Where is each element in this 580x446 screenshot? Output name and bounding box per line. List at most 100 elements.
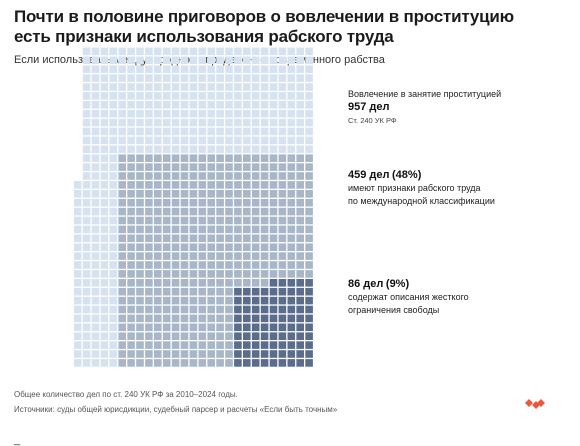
waffle-cell-slavery — [234, 270, 242, 278]
waffle-cell — [73, 207, 82, 216]
waffle-cell — [260, 109, 269, 118]
waffle-cell-slavery — [127, 234, 135, 243]
waffle-cell-slavery — [225, 172, 233, 180]
waffle-cell — [171, 127, 180, 136]
waffle-cell-slavery — [198, 261, 207, 269]
waffle-cell-slavery — [180, 261, 189, 269]
waffle-cell-slavery — [136, 172, 144, 180]
waffle-cell-slavery — [118, 287, 126, 296]
waffle-cell-slavery — [207, 296, 215, 305]
waffle-cell — [91, 287, 100, 296]
waffle-cell-slavery — [225, 234, 233, 243]
waffle-cell-slavery — [127, 323, 135, 332]
waffle-cell-slavery — [180, 341, 189, 349]
waffle-cell — [243, 74, 251, 82]
waffle-cell — [82, 332, 91, 340]
waffle-cell-slavery — [136, 341, 144, 349]
waffle-cell-slavery — [243, 216, 251, 225]
waffle-cell — [100, 261, 109, 269]
waffle-cell-restraint — [234, 350, 242, 358]
waffle-cell — [216, 101, 224, 109]
waffle-cell-slavery — [234, 261, 242, 269]
waffle-cell — [189, 118, 198, 127]
waffle-cell-slavery — [127, 163, 135, 171]
waffle-cell-slavery — [225, 252, 233, 260]
waffle-cell-slavery — [287, 225, 296, 234]
waffle-cell-slavery — [171, 181, 180, 189]
waffle-cell-slavery — [118, 252, 126, 260]
waffle-cell-slavery — [180, 154, 189, 162]
waffle-cell-slavery — [162, 163, 171, 171]
waffle-cell — [207, 101, 215, 109]
waffle-cell — [207, 92, 215, 100]
waffle-cell-restraint — [234, 332, 242, 340]
waffle-cell-restraint — [278, 287, 287, 296]
waffle-cell-slavery — [296, 270, 304, 278]
waffle-cell-slavery — [189, 243, 198, 251]
waffle-cell-slavery — [118, 323, 126, 332]
waffle-cell-slavery — [136, 261, 144, 269]
waffle-cell — [91, 92, 100, 100]
waffle-cell-slavery — [162, 216, 171, 225]
waffle-cell — [73, 305, 82, 314]
waffle-cell-slavery — [216, 305, 224, 314]
waffle-cell — [100, 136, 109, 145]
waffle-cell-slavery — [278, 172, 287, 180]
waffle-cell — [73, 332, 82, 340]
waffle-cell — [154, 101, 162, 109]
waffle-cell-slavery — [207, 287, 215, 296]
waffle-cell — [91, 172, 100, 180]
waffle-cell — [91, 279, 100, 287]
waffle-cell-slavery — [189, 207, 198, 216]
waffle-cell — [216, 74, 224, 82]
waffle-cell — [91, 181, 100, 189]
waffle-cell-restraint — [243, 296, 251, 305]
waffle-cell-slavery — [234, 198, 242, 207]
waffle-cell — [216, 136, 224, 145]
waffle-cell — [109, 154, 118, 162]
waffle-cell — [180, 65, 189, 73]
waffle-cell-slavery — [180, 296, 189, 305]
waffle-cell-restraint — [296, 287, 304, 296]
waffle-cell — [82, 181, 91, 189]
waffle-cell-slavery — [145, 296, 153, 305]
waffle-cell-restraint — [251, 305, 260, 314]
waffle-cell-slavery — [207, 172, 215, 180]
waffle-cell-restraint — [243, 305, 251, 314]
waffle-cell-slavery — [198, 234, 207, 243]
waffle-cell — [189, 92, 198, 100]
waffle-cell — [109, 323, 118, 332]
waffle-cell-slavery — [145, 163, 153, 171]
waffle-cell — [251, 47, 260, 56]
waffle-cell-slavery — [305, 261, 313, 269]
waffle-cell-slavery — [278, 207, 287, 216]
waffle-cell — [100, 359, 109, 367]
waffle-cell — [82, 198, 91, 207]
waffle-cell — [91, 216, 100, 225]
waffle-cell — [100, 163, 109, 171]
waffle-cell-slavery — [269, 190, 278, 198]
waffle-cell — [100, 296, 109, 305]
waffle-cell-slavery — [136, 207, 144, 216]
waffle-cell-slavery — [216, 323, 224, 332]
waffle-cell — [287, 56, 296, 65]
waffle-cell — [260, 145, 269, 154]
waffle-cell — [91, 314, 100, 323]
waffle-cell — [243, 65, 251, 73]
waffle-cell-slavery — [243, 270, 251, 278]
waffle-cell-slavery — [225, 243, 233, 251]
annotation-restraint-line1: содержат описания жесткого — [348, 292, 469, 302]
waffle-cell-restraint — [287, 350, 296, 358]
waffle-cell-slavery — [162, 287, 171, 296]
waffle-cell-slavery — [225, 314, 233, 323]
waffle-cell — [243, 145, 251, 154]
waffle-cell-slavery — [207, 252, 215, 260]
waffle-cell — [287, 92, 296, 100]
waffle-cell — [269, 101, 278, 109]
waffle-cell — [82, 127, 91, 136]
waffle-cell-slavery — [251, 234, 260, 243]
waffle-cell — [73, 341, 82, 349]
waffle-cell-restraint — [278, 296, 287, 305]
waffle-cell-slavery — [145, 225, 153, 234]
waffle-cell — [251, 101, 260, 109]
